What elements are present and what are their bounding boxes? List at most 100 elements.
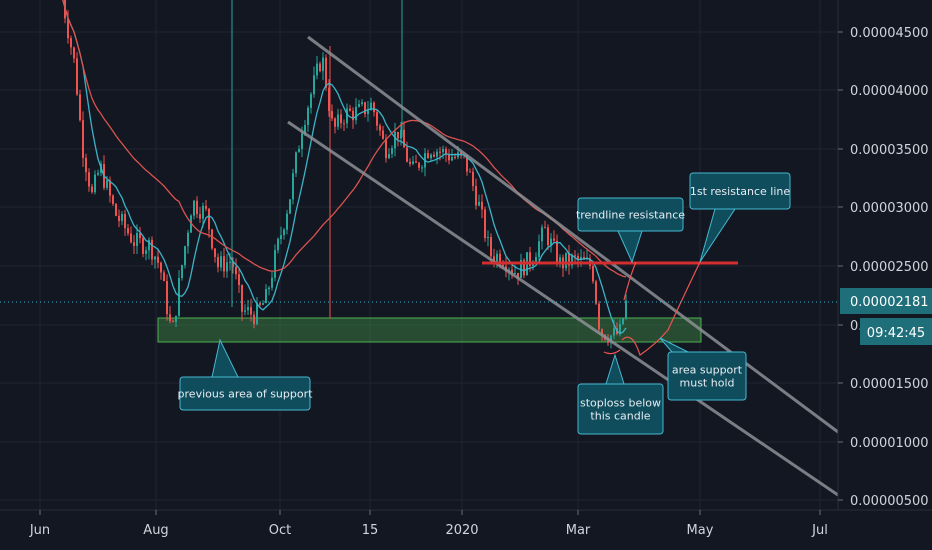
- candle-up: [322, 57, 324, 72]
- callout-label-stoploss: stoploss below: [580, 397, 661, 410]
- candle-down: [364, 102, 366, 115]
- candle-down: [499, 253, 501, 265]
- price-tick-label: 0.00003000: [850, 201, 929, 216]
- callout-box-support: [179, 376, 311, 411]
- candle-down: [517, 272, 519, 278]
- channel-lower-line: [287, 120, 839, 497]
- candle-down: [583, 256, 585, 260]
- callouts-group: previous area of support trendline resist…: [178, 172, 791, 435]
- candle-up: [559, 257, 561, 264]
- time-tick-label: Jun: [29, 523, 50, 538]
- candle-up: [496, 253, 498, 263]
- candle-down: [142, 238, 144, 254]
- candle-up: [355, 106, 357, 121]
- candle-down: [574, 255, 576, 257]
- candle-down: [334, 118, 336, 127]
- candle-down: [547, 227, 549, 246]
- candle-up: [220, 256, 222, 268]
- candle-down: [76, 58, 78, 95]
- candle-down: [481, 201, 483, 210]
- candle-down: [79, 94, 81, 121]
- candle-down: [502, 264, 504, 267]
- candle-up: [271, 277, 273, 288]
- candle-down: [205, 205, 207, 209]
- candle-down: [484, 209, 486, 239]
- candle-down: [382, 130, 384, 139]
- candle-down: [118, 215, 120, 222]
- candle-down: [577, 255, 579, 260]
- candle-up: [190, 215, 192, 233]
- candle-up: [301, 133, 303, 149]
- candle-down: [343, 123, 345, 125]
- candle-up: [535, 257, 537, 263]
- candle-up: [178, 278, 180, 316]
- time-tick-label: 2020: [445, 523, 478, 538]
- candle-down: [340, 114, 342, 124]
- candle-up: [283, 229, 285, 236]
- candle-down: [127, 228, 129, 234]
- candle-down: [232, 261, 234, 267]
- candle-down: [199, 214, 201, 219]
- channel-upper-line: [307, 35, 839, 434]
- candle-up: [622, 318, 624, 325]
- candle-up: [97, 172, 99, 175]
- callout-box-resistance: [689, 172, 791, 210]
- candle-down: [235, 266, 237, 275]
- candle-up: [247, 307, 249, 311]
- candle-down: [439, 151, 441, 153]
- candle-up: [346, 108, 348, 124]
- candle-up: [262, 303, 264, 305]
- candle-up: [436, 151, 438, 157]
- candle-down: [325, 57, 327, 88]
- candle-down: [592, 265, 594, 282]
- callout-box-stoploss: [577, 383, 664, 435]
- candle-up: [610, 335, 612, 343]
- candle-down: [385, 138, 387, 159]
- time-tick-label: Oct: [269, 523, 291, 538]
- candle-down: [472, 171, 474, 186]
- candle-up: [367, 110, 369, 115]
- callout-label-stoploss: this candle: [590, 410, 650, 423]
- candle-up: [310, 94, 312, 108]
- candle-down: [91, 186, 93, 193]
- candle-down: [595, 281, 597, 304]
- candle-down: [172, 321, 174, 323]
- candle-down: [208, 208, 210, 230]
- candle-down: [523, 259, 525, 276]
- price-tick-label: 0.00002500: [850, 260, 929, 275]
- candle-down: [73, 47, 75, 59]
- price-tick-label: 0.00003500: [850, 143, 929, 158]
- candle-down: [556, 240, 558, 264]
- candle-up: [193, 200, 195, 216]
- candle-up: [412, 161, 414, 164]
- last-price-label: 0.00002181: [850, 295, 929, 310]
- countdown-badge: [860, 318, 932, 345]
- candle-down: [124, 214, 126, 229]
- candle-down: [211, 229, 213, 249]
- candle-up: [175, 315, 177, 322]
- candle-up: [286, 213, 288, 230]
- callout-box-trendline: [577, 197, 684, 232]
- price-axis: 0.00004500 0.00004000 0.00003500 0.00003000…: [837, 0, 932, 550]
- candle-down: [445, 148, 447, 155]
- drawings-group: [0, 35, 839, 497]
- projection-path: [621, 261, 701, 356]
- callout-label-support: previous area of support: [178, 388, 314, 401]
- candle-down: [151, 239, 153, 260]
- candle-up: [226, 262, 228, 272]
- candle-down: [133, 242, 135, 246]
- callout-label-area: must hold: [680, 377, 735, 390]
- candle-down: [376, 112, 378, 126]
- candle-down: [82, 120, 84, 158]
- candle-up: [145, 250, 147, 254]
- candle-up: [154, 256, 156, 260]
- candle-up: [370, 102, 372, 111]
- price-tick-label: 0.00000500: [850, 494, 929, 509]
- candle-up: [538, 241, 540, 258]
- candle-up: [541, 227, 543, 242]
- candle-down: [238, 274, 240, 286]
